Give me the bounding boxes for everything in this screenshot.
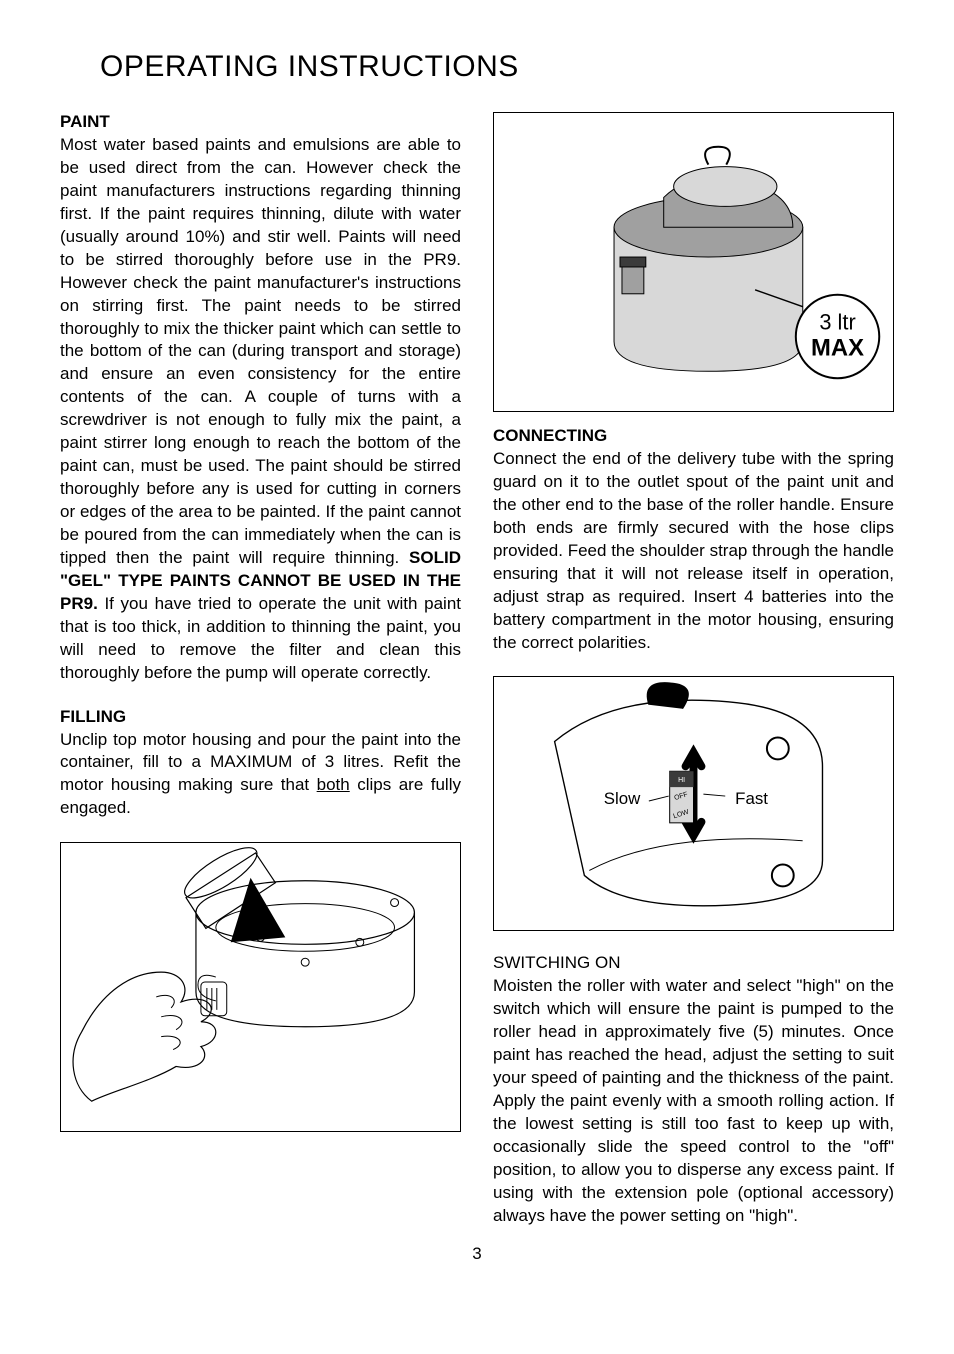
capacity-figure: 3 ltr MAX xyxy=(493,112,894,412)
switching-on-heading: SWITCHING ON xyxy=(493,953,894,973)
paint-body-pre: Most water based paints and emulsions ar… xyxy=(60,135,461,567)
capacity-label-line1: 3 ltr xyxy=(819,310,855,335)
paint-body-post: If you have tried to operate the unit wi… xyxy=(60,594,461,682)
filling-figure xyxy=(60,842,461,1132)
page-title: OPERATING INSTRUCTIONS xyxy=(100,50,894,84)
capacity-figure-svg: 3 ltr MAX xyxy=(494,113,893,411)
slow-label: Slow xyxy=(604,789,641,808)
fast-label: Fast xyxy=(735,789,768,808)
filling-figure-svg xyxy=(61,843,460,1131)
paint-heading: PAINT xyxy=(60,112,461,132)
connecting-heading: CONNECTING xyxy=(493,426,894,446)
switch-figure-svg: HI OFF LOW Slow Fast xyxy=(494,677,893,930)
page-number: 3 xyxy=(60,1244,894,1264)
switch-control: HI OFF LOW xyxy=(670,772,694,824)
connecting-body: Connect the end of the delivery tube wit… xyxy=(493,448,894,654)
filling-heading: FILLING xyxy=(60,707,461,727)
right-column: 3 ltr MAX CONNECTING Connect the end of … xyxy=(493,112,894,1228)
left-column: PAINT Most water based paints and emulsi… xyxy=(60,112,461,1228)
two-column-layout: PAINT Most water based paints and emulsi… xyxy=(60,112,894,1228)
switching-on-body: Moisten the roller with water and select… xyxy=(493,975,894,1227)
switch-label-hi: HI xyxy=(678,778,685,785)
paint-unit-shaded xyxy=(614,147,803,371)
hand-outline xyxy=(73,972,216,1101)
page-container: OPERATING INSTRUCTIONS PAINT Most water … xyxy=(0,0,954,1294)
paint-unit-outline xyxy=(196,881,414,1027)
switch-figure: HI OFF LOW Slow Fast xyxy=(493,676,894,931)
filling-body-underline: both xyxy=(317,775,350,794)
filling-body: Unclip top motor housing and pour the pa… xyxy=(60,729,461,821)
capacity-label-line2: MAX xyxy=(811,334,864,361)
paint-body: Most water based paints and emulsions ar… xyxy=(60,134,461,685)
